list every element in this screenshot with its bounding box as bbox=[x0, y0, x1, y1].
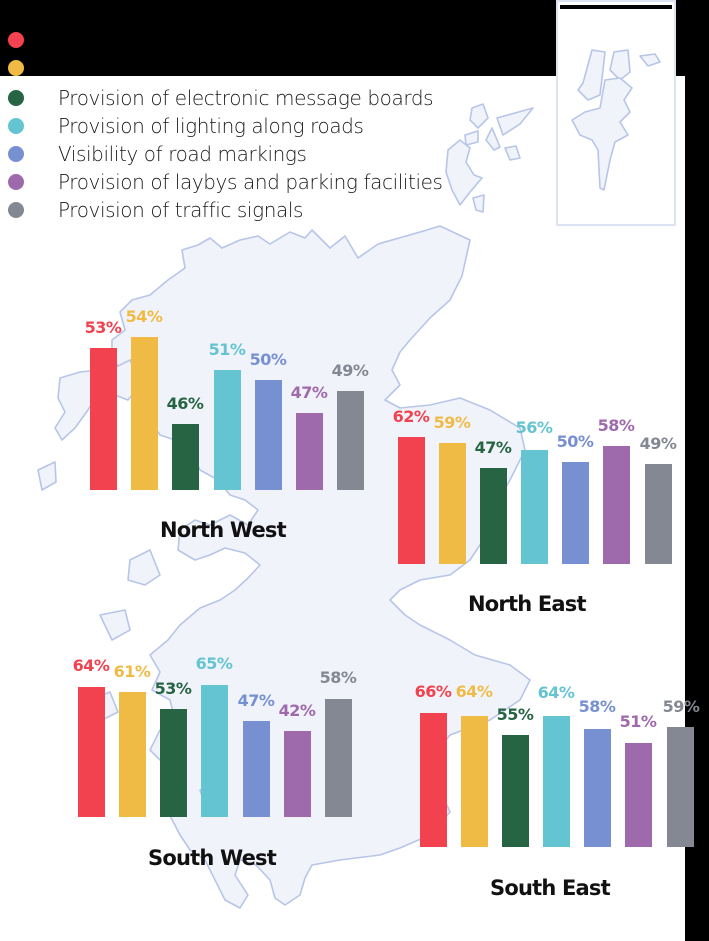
legend-item-red bbox=[0, 26, 520, 54]
bar-ne-5 bbox=[562, 462, 589, 564]
bar-se-4 bbox=[543, 716, 570, 847]
bar-sw-2 bbox=[119, 692, 146, 817]
region-title: South West bbox=[148, 846, 277, 870]
value-label: 62% bbox=[392, 407, 430, 426]
legend-item-cyan: Provision of lighting along roads bbox=[0, 112, 520, 140]
value-label: 47% bbox=[290, 383, 328, 402]
value-label: 46% bbox=[166, 394, 204, 413]
value-label: 64% bbox=[537, 683, 575, 702]
value-label: 49% bbox=[639, 434, 677, 453]
value-label: 59% bbox=[433, 413, 471, 432]
value-label: 58% bbox=[578, 697, 616, 716]
legend-label: Provision of laybys and parking faciliti… bbox=[58, 170, 443, 194]
value-label: 47% bbox=[474, 438, 512, 457]
value-label: 59% bbox=[662, 697, 700, 716]
legend-item-purple: Provision of laybys and parking faciliti… bbox=[0, 168, 520, 196]
bar-se-3 bbox=[502, 735, 529, 847]
legend-label: Provision of traffic signals bbox=[58, 198, 304, 222]
value-label: 61% bbox=[113, 662, 151, 681]
bar-se-2 bbox=[461, 716, 488, 847]
inset-top-bar bbox=[560, 5, 672, 9]
legend-label: Provision of electronic message boards bbox=[58, 86, 434, 110]
value-label: 55% bbox=[496, 705, 534, 724]
occluded-region-top-left bbox=[0, 0, 556, 76]
value-label: 56% bbox=[515, 418, 553, 437]
value-label: 50% bbox=[556, 432, 594, 451]
bar-nw-7 bbox=[337, 391, 364, 490]
bar-ne-7 bbox=[645, 464, 672, 564]
bar-sw-7 bbox=[325, 699, 352, 817]
bar-nw-3 bbox=[172, 424, 199, 490]
bar-ne-4 bbox=[521, 450, 548, 564]
value-label: 64% bbox=[455, 682, 493, 701]
legend-item-blue: Visibility of road markings bbox=[0, 140, 520, 168]
legend-dot-icon bbox=[8, 118, 24, 134]
region-title: South East bbox=[490, 876, 611, 900]
bar-nw-6 bbox=[296, 413, 323, 490]
bar-nw-2 bbox=[131, 337, 158, 490]
bar-ne-3 bbox=[480, 468, 507, 564]
shetland-inset-frame bbox=[556, 0, 676, 226]
legend-dot-icon bbox=[8, 146, 24, 162]
value-label: 65% bbox=[195, 654, 233, 673]
legend-label: Visibility of road markings bbox=[58, 142, 307, 166]
legend-item-green: Provision of electronic message boards bbox=[0, 84, 520, 112]
bar-se-6 bbox=[625, 743, 652, 847]
legend-item-gray: Provision of traffic signals bbox=[0, 196, 520, 224]
bar-nw-4 bbox=[214, 370, 241, 490]
bar-nw-1 bbox=[90, 348, 117, 490]
value-label: 64% bbox=[72, 656, 110, 675]
bar-se-1 bbox=[420, 713, 447, 847]
bar-sw-6 bbox=[284, 731, 311, 817]
value-label: 54% bbox=[125, 307, 163, 326]
value-label: 42% bbox=[278, 701, 316, 720]
bar-se-7 bbox=[667, 727, 694, 847]
value-label: 53% bbox=[154, 679, 192, 698]
value-label: 66% bbox=[414, 682, 452, 701]
region-title: North West bbox=[160, 518, 287, 542]
legend-dot-icon bbox=[8, 32, 24, 48]
bar-ne-1 bbox=[398, 437, 425, 564]
bar-sw-4 bbox=[201, 685, 228, 817]
value-label: 58% bbox=[597, 416, 635, 435]
legend-dot-icon bbox=[8, 174, 24, 190]
legend-item-yellow bbox=[0, 54, 520, 82]
bar-sw-3 bbox=[160, 709, 187, 817]
bar-ne-2 bbox=[439, 443, 466, 564]
value-label: 58% bbox=[319, 668, 357, 687]
region-title: North East bbox=[468, 592, 587, 616]
value-label: 51% bbox=[619, 712, 657, 731]
value-label: 47% bbox=[237, 691, 275, 710]
bar-sw-5 bbox=[243, 721, 270, 817]
legend-dot-icon bbox=[8, 202, 24, 218]
occluded-region-top-right bbox=[674, 0, 709, 76]
legend-dot-icon bbox=[8, 60, 24, 76]
bar-sw-1 bbox=[78, 687, 105, 817]
value-label: 50% bbox=[249, 350, 287, 369]
bar-nw-5 bbox=[255, 380, 282, 490]
bar-se-5 bbox=[584, 729, 611, 847]
value-label: 49% bbox=[331, 361, 369, 380]
legend-label: Provision of lighting along roads bbox=[58, 114, 364, 138]
value-label: 53% bbox=[84, 318, 122, 337]
legend-dot-icon bbox=[8, 90, 24, 106]
value-label: 51% bbox=[208, 340, 246, 359]
bar-ne-6 bbox=[603, 446, 630, 564]
